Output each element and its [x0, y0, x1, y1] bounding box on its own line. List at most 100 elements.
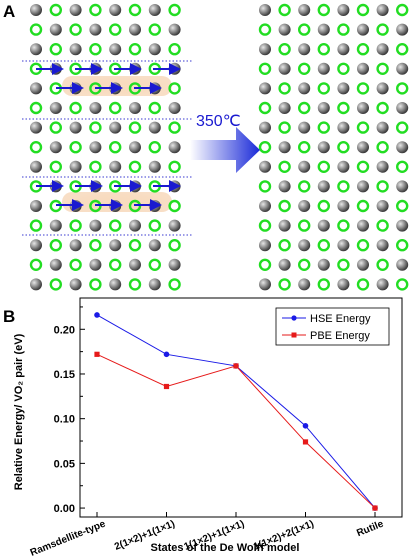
oxygen-atom: [317, 160, 330, 174]
oxygen-atom: [317, 3, 330, 17]
metal-atom: [337, 278, 350, 291]
oxygen-atom: [317, 278, 330, 291]
oxygen-atom: [89, 278, 102, 291]
metal-atom: [148, 239, 161, 252]
oxygen-atom: [168, 238, 181, 252]
metal-atom: [129, 219, 141, 232]
oxygen-atom: [168, 43, 181, 56]
metal-atom: [298, 160, 311, 173]
metal-atom: [337, 43, 350, 56]
oxygen-atom: [278, 3, 291, 17]
oxygen-atom: [258, 101, 272, 115]
oxygen-atom: [49, 121, 62, 134]
metal-atom: [49, 23, 62, 36]
y-axis-title: Relative Energy/ VO₂ pair (eV): [13, 333, 25, 490]
oxygen-atom: [396, 238, 409, 252]
metal-atom: [337, 82, 350, 95]
oxygen-atom: [108, 219, 122, 232]
oxygen-atom: [258, 180, 272, 193]
oxygen-atom: [29, 23, 43, 36]
oxygen-atom: [29, 140, 43, 154]
y-tick-label: 0.00: [54, 503, 75, 515]
oxygen-atom: [317, 43, 330, 56]
oxygen-atom: [148, 219, 162, 232]
data-point: [94, 351, 100, 357]
oxygen-atom: [128, 3, 142, 17]
metal-atom: [376, 239, 389, 252]
metal-atom: [259, 160, 271, 173]
oxygen-atom: [128, 160, 142, 174]
metal-atom: [298, 4, 311, 16]
oxygen-atom: [128, 278, 142, 291]
oxygen-atom: [278, 121, 291, 134]
y-axis: 0.00 0.05 0.10 0.15 0.20: [54, 306, 85, 515]
metal-atom: [278, 23, 291, 36]
metal-atom: [69, 121, 82, 134]
oxygen-atom: [89, 3, 102, 17]
oxygen-atom: [49, 278, 62, 291]
big-arrow-icon: [190, 127, 260, 173]
legend-pbe-marker: [291, 332, 297, 338]
metal-atom: [89, 141, 102, 154]
oxygen-atom: [396, 160, 409, 174]
metal-atom: [317, 23, 330, 36]
oxygen-atom: [278, 238, 291, 252]
transition-arrow: 350℃: [190, 113, 260, 173]
oxygen-atom: [356, 199, 370, 213]
data-point: [94, 312, 100, 318]
metal-atom: [278, 62, 291, 75]
metal-atom: [317, 219, 330, 232]
metal-atom: [317, 62, 330, 75]
oxygen-atom: [69, 219, 82, 232]
metal-atom: [259, 278, 271, 291]
metal-atom: [357, 258, 369, 271]
metal-atom: [376, 43, 389, 56]
oxygen-atom: [69, 23, 82, 36]
oxygen-atom: [356, 82, 370, 95]
metal-atom: [148, 278, 161, 291]
metal-atom: [259, 200, 271, 212]
oxygen-atom: [168, 278, 181, 291]
oxygen-atom: [337, 219, 350, 232]
oxygen-atom: [298, 62, 311, 76]
oxygen-atom: [278, 199, 291, 213]
metal-atom: [357, 180, 369, 193]
oxygen-atom: [89, 121, 102, 134]
metal-atom: [69, 239, 82, 252]
metal-atom: [396, 62, 409, 75]
oxygen-atom: [128, 238, 142, 252]
metal-atom: [30, 4, 42, 16]
lattice-before: [22, 3, 192, 291]
oxygen-atom: [298, 23, 311, 36]
metal-atom: [396, 141, 409, 154]
x-tick-label: Ramsdellite-type: [29, 518, 108, 557]
oxygen-atom: [298, 180, 311, 193]
lattice-after: [258, 3, 409, 291]
metal-atom: [259, 121, 271, 134]
metal-atom: [298, 239, 311, 252]
y-tick-label: 0.10: [54, 414, 75, 426]
x-axis-title: States of the De Wolff model: [151, 542, 300, 554]
metal-atom: [30, 278, 42, 291]
metal-atom: [337, 239, 350, 252]
oxygen-atom: [337, 62, 350, 76]
metal-atom: [376, 160, 389, 173]
metal-atom: [376, 278, 389, 291]
metal-atom: [337, 200, 350, 212]
metal-atom: [357, 23, 369, 36]
x-tick-label: Rutile: [355, 518, 385, 539]
y-tick-label: 0.20: [54, 324, 75, 336]
metal-atom: [148, 4, 161, 16]
oxygen-atom: [376, 101, 389, 115]
metal-atom: [30, 160, 42, 173]
oxygen-atom: [168, 121, 181, 134]
oxygen-atom: [376, 219, 389, 232]
oxygen-atom: [337, 180, 350, 193]
panel-b-label: B: [3, 307, 15, 326]
oxygen-atom: [356, 3, 370, 17]
metal-atom: [278, 180, 291, 193]
metal-atom: [89, 102, 102, 114]
metal-atom: [337, 160, 350, 173]
metal-atom: [129, 258, 141, 271]
oxygen-atom: [49, 238, 62, 252]
